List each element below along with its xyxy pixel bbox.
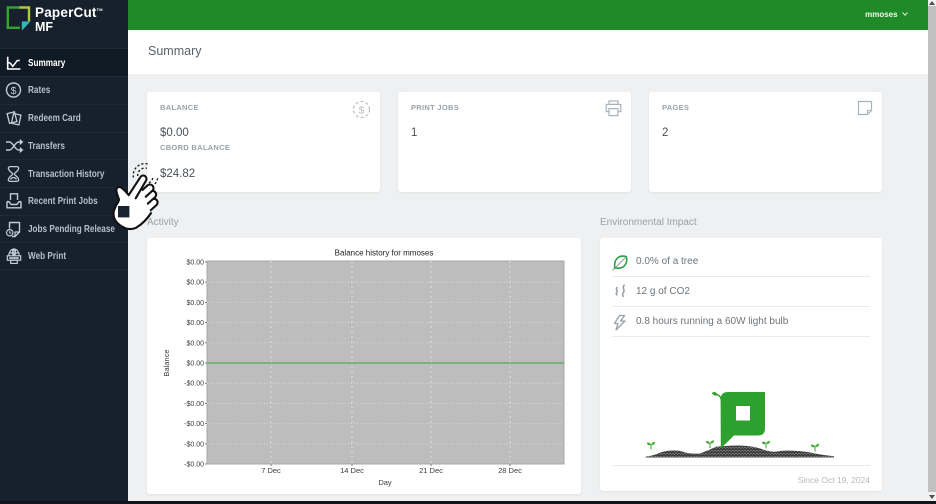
svg-text:$: $ [359,105,365,116]
svg-text:$0.00: $0.00 [186,361,204,368]
svg-text:$0.00: $0.00 [186,280,204,287]
svg-text:$0.00: $0.00 [186,260,204,267]
svg-text:$0.00: $0.00 [186,340,204,347]
svg-text:-$0.00: -$0.00 [184,401,204,408]
svg-text:Balance: Balance [162,349,171,376]
svg-text:14 Dec: 14 Dec [340,466,364,475]
svg-text:28 Dec: 28 Dec [498,466,522,475]
svg-text:-$0.00: -$0.00 [184,462,204,469]
svg-text:$: $ [10,85,16,97]
svg-text:Day: Day [378,478,392,487]
svg-text:-$0.00: -$0.00 [184,381,204,388]
svg-text:7 Dec: 7 Dec [261,466,281,475]
svg-text:21 Dec: 21 Dec [419,466,443,475]
svg-text:-$0.00: -$0.00 [184,441,204,448]
svg-text:$0.00: $0.00 [186,320,204,327]
svg-text:Balance history for mmoses: Balance history for mmoses [335,249,434,258]
svg-text:$0.00: $0.00 [186,300,204,307]
svg-text:-$0.00: -$0.00 [184,421,204,428]
